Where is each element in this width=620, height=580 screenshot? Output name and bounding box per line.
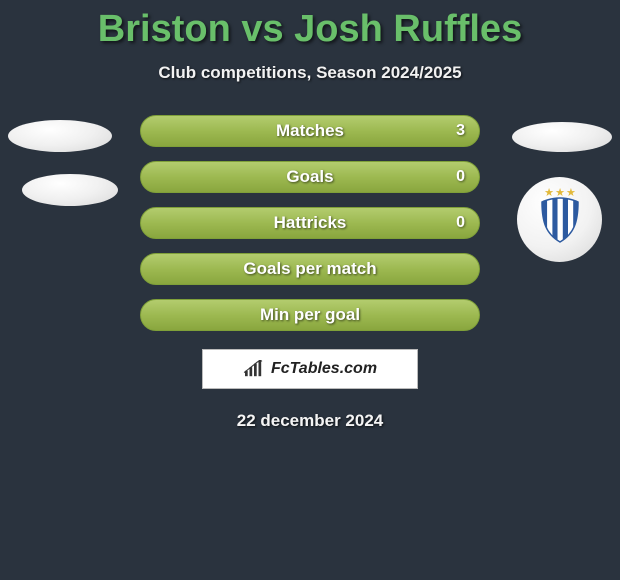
stat-label: Goals bbox=[286, 167, 333, 187]
page-subtitle: Club competitions, Season 2024/2025 bbox=[0, 63, 620, 83]
stat-value-right: 0 bbox=[456, 168, 465, 186]
stat-label: Hattricks bbox=[274, 213, 347, 233]
stat-row: Min per goal bbox=[140, 299, 480, 331]
page-title: Briston vs Josh Ruffles bbox=[0, 0, 620, 51]
stat-label: Goals per match bbox=[243, 259, 376, 279]
watermark: FcTables.com bbox=[202, 349, 418, 389]
stat-value-right: 3 bbox=[456, 122, 465, 140]
stat-row: Matches 3 bbox=[140, 115, 480, 147]
stat-row: Goals 0 bbox=[140, 161, 480, 193]
chart-icon bbox=[243, 360, 265, 378]
date-text: 22 december 2024 bbox=[0, 411, 620, 431]
club-badge: ★ ★ ★ bbox=[517, 177, 602, 262]
stat-row: Hattricks 0 bbox=[140, 207, 480, 239]
badge-stars: ★ ★ ★ bbox=[544, 186, 575, 199]
stat-label: Min per goal bbox=[260, 305, 360, 325]
stat-label: Matches bbox=[276, 121, 344, 141]
stat-row: Goals per match bbox=[140, 253, 480, 285]
shield-icon bbox=[532, 192, 588, 248]
watermark-text: FcTables.com bbox=[271, 360, 377, 378]
stat-value-right: 0 bbox=[456, 214, 465, 232]
